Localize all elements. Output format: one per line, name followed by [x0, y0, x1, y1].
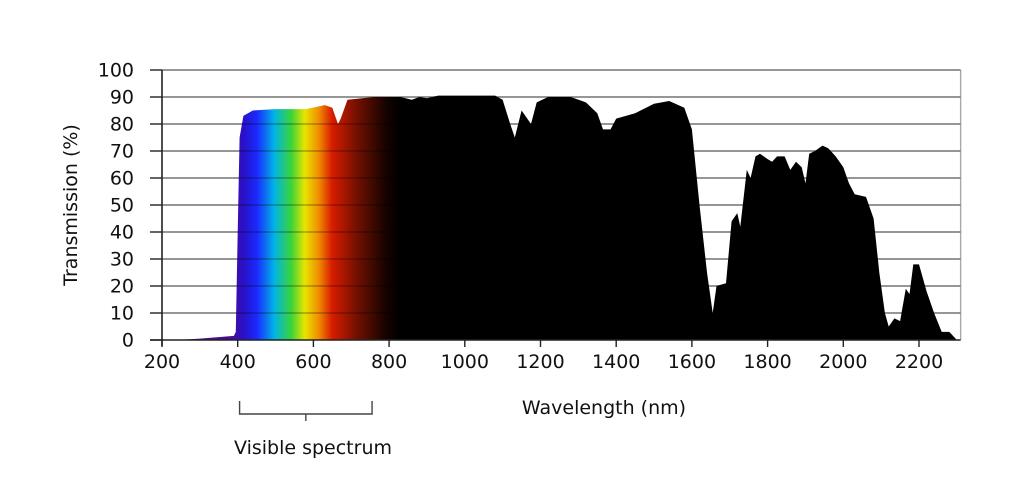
visible-spectrum-bracket — [238, 401, 373, 421]
x-tick-label: 1200 — [516, 351, 564, 373]
y-tick-label: 80 — [110, 114, 134, 136]
y-tick-label: 50 — [110, 195, 134, 217]
x-tick-label: 2200 — [895, 351, 943, 373]
x-axis-title: Wavelength (nm) — [522, 397, 686, 419]
visible-spectrum-label: Visible spectrum — [234, 437, 392, 459]
y-axis-ticks: 0 10 20 30 40 50 60 70 80 90 100 — [98, 60, 162, 352]
x-tick-label: 1800 — [743, 351, 791, 373]
y-tick-label: 40 — [110, 222, 134, 244]
y-tick-label: 90 — [110, 87, 134, 109]
y-tick-label: 30 — [110, 249, 134, 271]
axes — [150, 70, 961, 346]
y-tick-label: 0 — [122, 330, 134, 352]
x-tick-label: 1600 — [668, 351, 716, 373]
y-tick-label: 100 — [98, 60, 134, 82]
y-tick-label: 20 — [110, 276, 134, 298]
x-tick-label: 600 — [295, 351, 331, 373]
x-tick-label: 2000 — [819, 351, 867, 373]
y-tick-label: 10 — [110, 303, 134, 325]
transmission-area — [177, 95, 957, 340]
x-tick-label: 800 — [371, 351, 407, 373]
x-tick-label: 200 — [144, 351, 180, 373]
x-tick-label: 1400 — [592, 351, 640, 373]
y-axis-title: Transmission (%) — [60, 124, 82, 287]
x-tick-label: 1000 — [441, 351, 489, 373]
y-tick-label: 70 — [110, 141, 134, 163]
grid-lines-overlay — [162, 69, 961, 314]
x-tick-label: 400 — [220, 351, 256, 373]
x-axis-ticks: 200 400 600 800 1000 1200 1400 1600 1800 2000 2200 — [144, 340, 943, 373]
y-tick-label: 60 — [110, 168, 134, 190]
